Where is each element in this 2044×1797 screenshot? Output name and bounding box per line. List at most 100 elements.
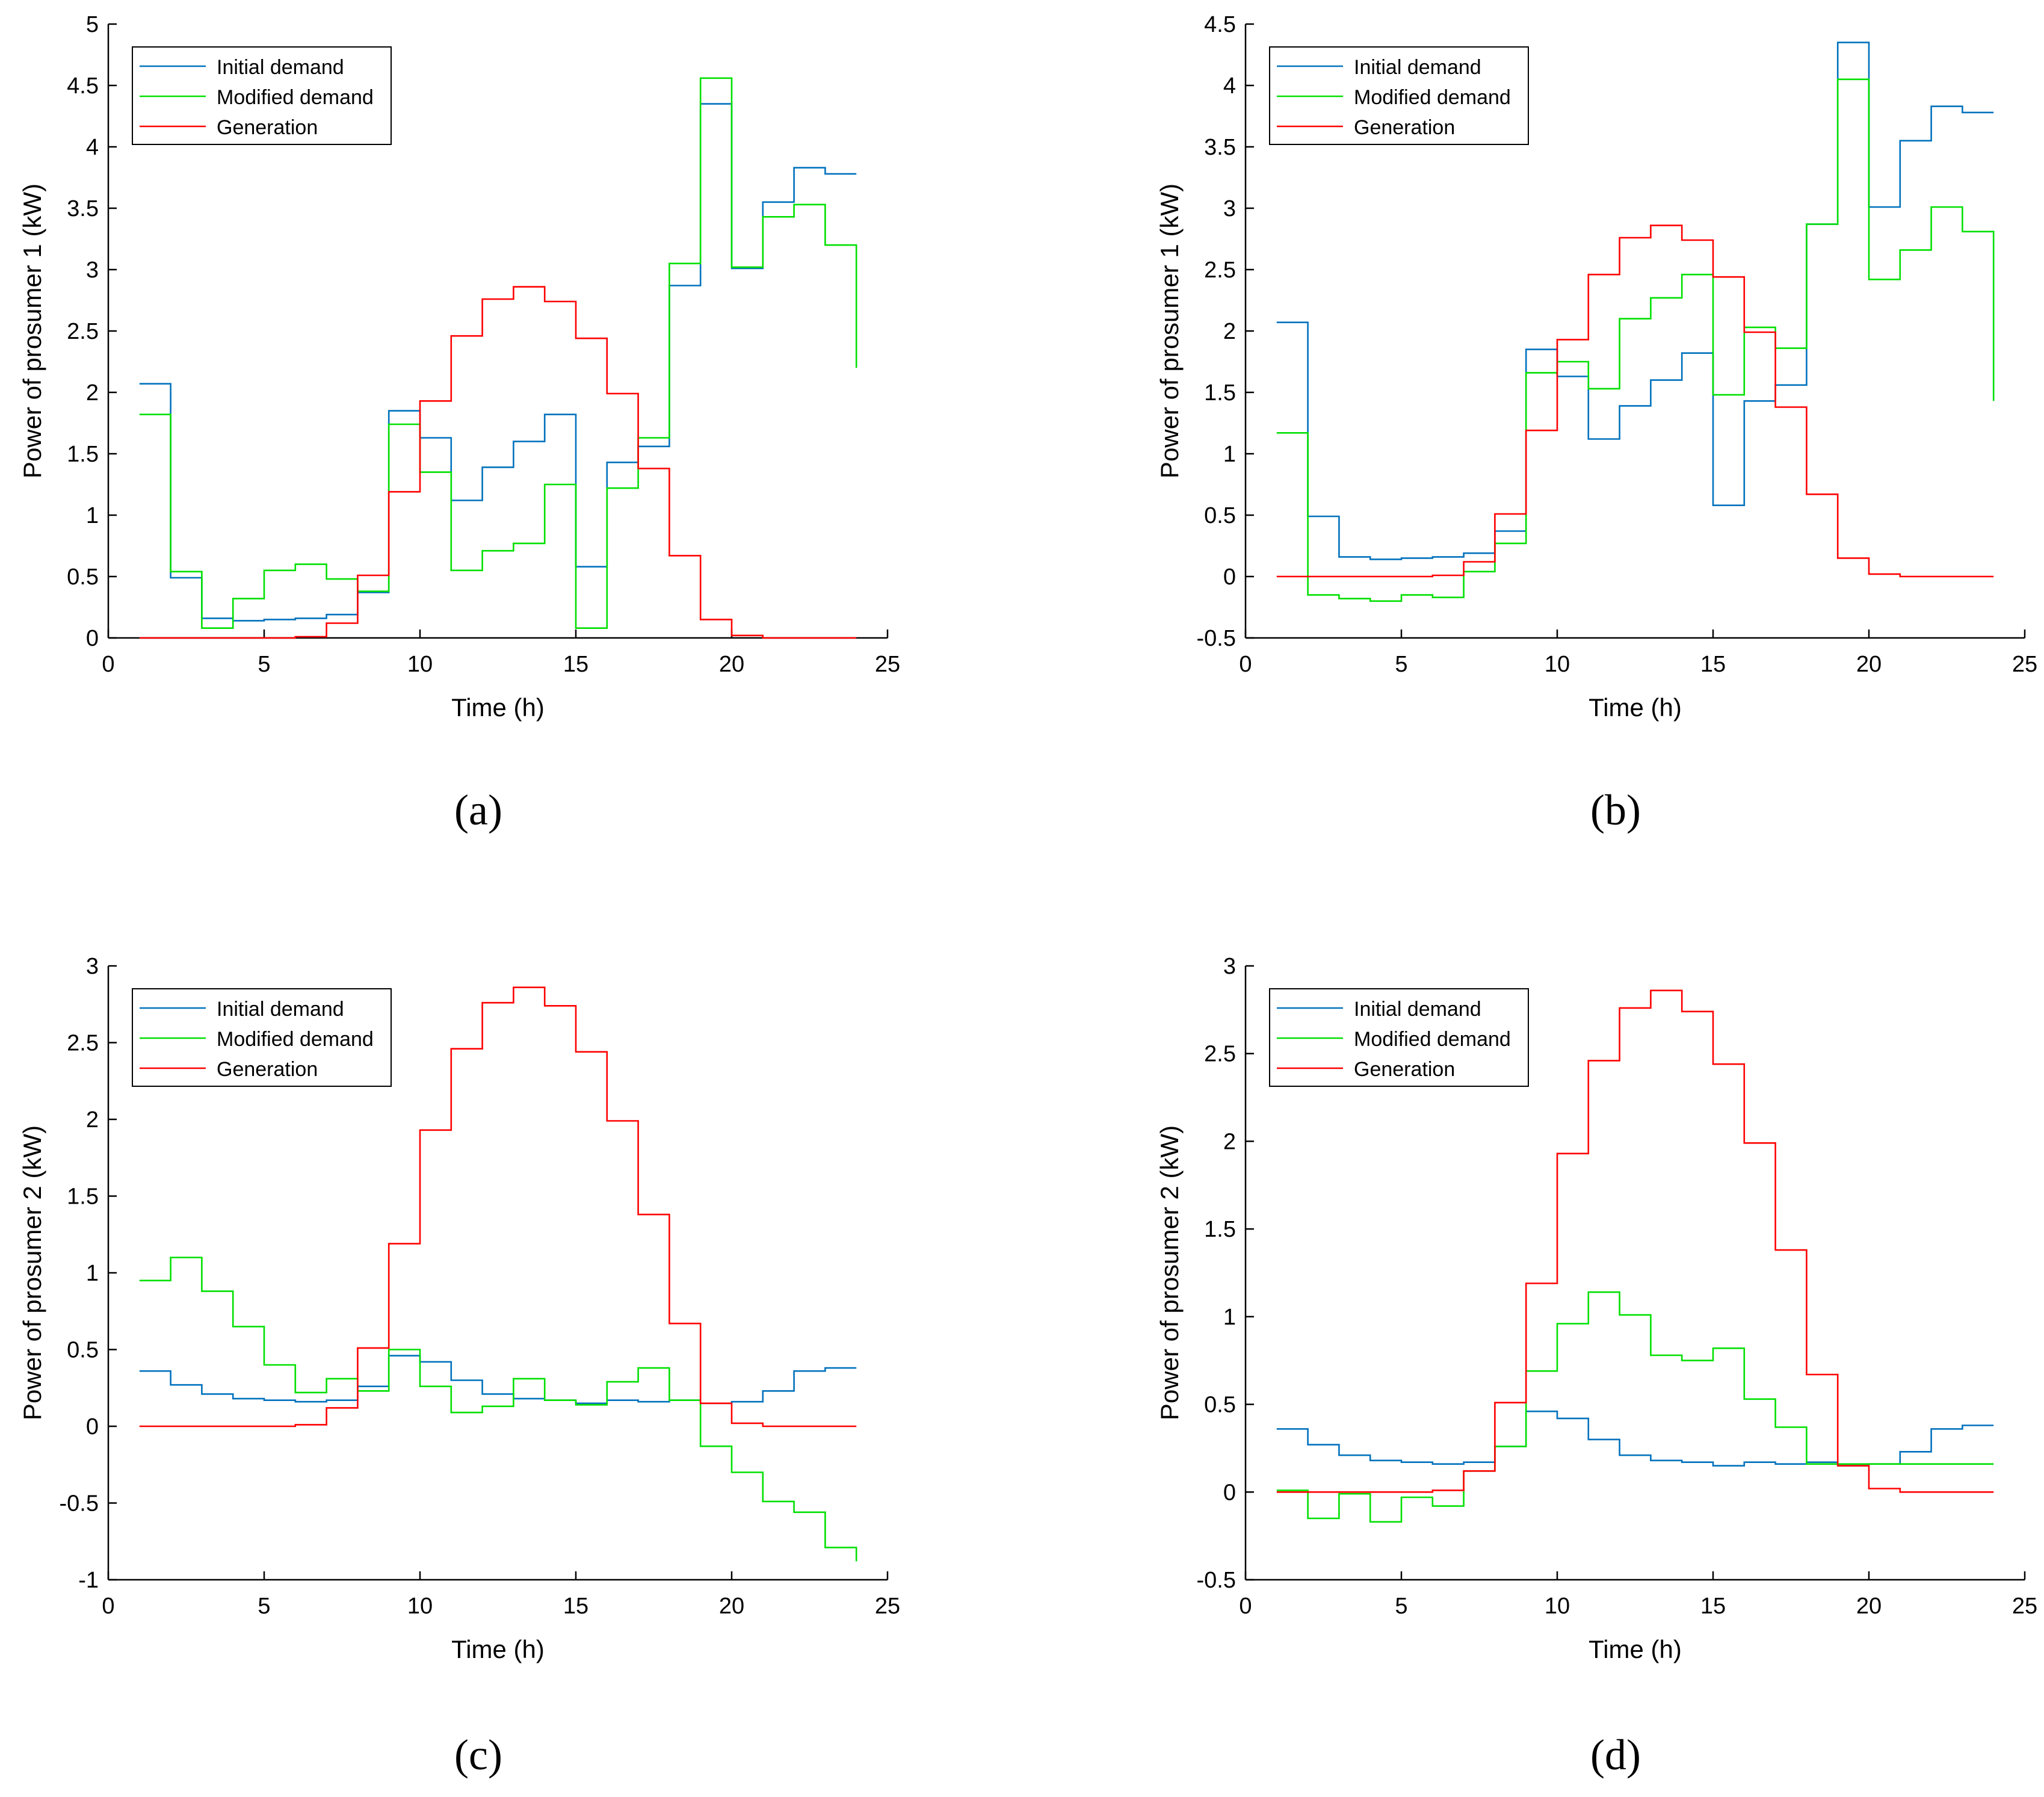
y-tick-label: 0: [1223, 564, 1236, 590]
panel-caption: (c): [454, 1731, 502, 1779]
legend-label: Initial demand: [217, 56, 344, 79]
series-generation: [139, 286, 857, 639]
y-tick-label: 3: [86, 258, 99, 283]
legend: Initial demand Modified demand Generation: [1269, 46, 1529, 145]
y-tick-label: 3.5: [1204, 135, 1236, 160]
y-axis-label: Power of prosumer 1 (kW): [1155, 184, 1184, 478]
y-tick-label: 4.5: [1204, 12, 1236, 37]
series-modified-demand: [139, 77, 857, 629]
x-tick-label: 15: [563, 1594, 588, 1619]
legend-label: Initial demand: [1354, 56, 1481, 79]
panel-caption: (d): [1590, 1731, 1641, 1779]
y-tick-label: 2.5: [67, 1031, 99, 1056]
y-tick-label: 3.5: [67, 196, 99, 221]
legend-label: Initial demand: [1354, 998, 1481, 1021]
legend: Initial demand Modified demand Generation: [132, 988, 392, 1087]
x-tick-label: 20: [719, 1594, 744, 1619]
legend-label: Modified demand: [1354, 86, 1511, 109]
y-tick-label: 0.5: [1204, 1393, 1236, 1418]
x-tick-label: 20: [1856, 1594, 1882, 1619]
y-tick-label: 2: [1223, 1129, 1236, 1154]
series-modified-demand: [1276, 1291, 1994, 1523]
x-tick-label: 5: [1395, 652, 1407, 677]
legend-label: Generation: [217, 116, 318, 139]
x-tick-label: 10: [1545, 652, 1570, 677]
y-tick-label: -0.5: [1197, 626, 1236, 651]
legend-label: Generation: [1354, 1058, 1455, 1081]
y-tick-label: 1.5: [67, 1184, 99, 1210]
y-tick-label: 0.5: [67, 564, 99, 590]
x-tick-label: 25: [875, 1594, 900, 1619]
x-tick-label: 10: [407, 652, 433, 677]
y-tick-label: 2: [1223, 319, 1236, 344]
series-modified-demand: [1276, 78, 1995, 602]
y-axis-label: Power of prosumer 2 (kW): [18, 1125, 46, 1420]
x-axis-label: Time (h): [451, 693, 545, 722]
y-tick-label: 0: [1223, 1480, 1236, 1505]
x-tick-label: 0: [1239, 652, 1252, 677]
x-tick-label: 0: [102, 652, 114, 677]
y-tick-label: 3: [1223, 954, 1236, 979]
series-initial-demand: [1276, 1410, 1994, 1467]
x-tick-label: 15: [1700, 1594, 1726, 1619]
x-tick-label: 0: [1239, 1594, 1252, 1619]
y-tick-label: -0.5: [1197, 1568, 1236, 1593]
series-generation: [1276, 989, 1994, 1493]
panel-caption: (a): [454, 786, 502, 834]
series-modified-demand: [139, 1257, 857, 1562]
x-tick-label: 15: [1700, 652, 1726, 677]
y-tick-label: -1: [78, 1568, 99, 1593]
x-axis-label: Time (h): [1589, 693, 1682, 722]
y-tick-label: 2.5: [1204, 1042, 1236, 1067]
y-tick-label: 0: [86, 626, 99, 651]
x-tick-label: 20: [1856, 652, 1882, 677]
x-axis-label: Time (h): [1589, 1635, 1682, 1663]
x-tick-label: 20: [719, 652, 744, 677]
y-tick-label: 1: [1223, 1305, 1236, 1330]
y-tick-label: 1.5: [1204, 1217, 1236, 1242]
y-tick-label: 2.5: [67, 319, 99, 344]
legend-label: Generation: [217, 1058, 318, 1081]
y-tick-label: 4: [86, 135, 99, 160]
x-tick-label: 25: [2012, 1594, 2037, 1619]
x-tick-label: 10: [407, 1594, 433, 1619]
y-tick-label: 2: [86, 1107, 99, 1133]
y-tick-label: -0.5: [60, 1491, 99, 1517]
x-tick-label: 15: [563, 652, 588, 677]
x-tick-label: 5: [258, 652, 270, 677]
y-tick-label: 0: [86, 1414, 99, 1440]
x-tick-label: 5: [1395, 1594, 1407, 1619]
y-tick-label: 3: [1223, 196, 1236, 221]
legend-label: Modified demand: [217, 86, 374, 109]
x-tick-label: 5: [258, 1594, 270, 1619]
panel-caption: (b): [1590, 786, 1641, 834]
y-tick-label: 4.5: [67, 73, 99, 99]
y-tick-label: 2: [86, 380, 99, 406]
series-generation: [1276, 224, 1994, 578]
x-tick-label: 25: [875, 652, 900, 677]
y-tick-label: 1: [86, 503, 99, 528]
x-tick-label: 10: [1545, 1594, 1570, 1619]
y-tick-label: 4: [1223, 73, 1236, 99]
legend-label: Modified demand: [1354, 1028, 1511, 1051]
y-tick-label: 3: [86, 954, 99, 979]
y-tick-label: 0.5: [1204, 503, 1236, 528]
y-tick-label: 1.5: [1204, 380, 1236, 406]
series-initial-demand: [139, 103, 857, 622]
y-tick-label: 0.5: [67, 1338, 99, 1363]
chart-panel-1: 0 5 10 15 20 25 0 0.5 1 1.5 2 2.5 3 3.5 4 4.5 5 Time (h) P…: [18, 12, 900, 834]
series-generation: [139, 986, 857, 1427]
y-tick-label: 1.5: [67, 442, 99, 467]
y-tick-label: 1: [1223, 442, 1236, 467]
series-initial-demand: [139, 1355, 857, 1405]
chart-panel-3: 0 5 10 15 20 25 -1 -0.5 0 0.5 1 1.5 2 2.5 3 Time (h) Pow…: [18, 954, 900, 1779]
legend: Initial demand Modified demand Generation: [132, 46, 392, 145]
x-axis-label: Time (h): [451, 1635, 545, 1663]
legend-label: Generation: [1354, 116, 1455, 139]
legend-label: Modified demand: [217, 1028, 374, 1051]
y-tick-label: 1: [86, 1261, 99, 1286]
x-tick-label: 0: [102, 1594, 114, 1619]
